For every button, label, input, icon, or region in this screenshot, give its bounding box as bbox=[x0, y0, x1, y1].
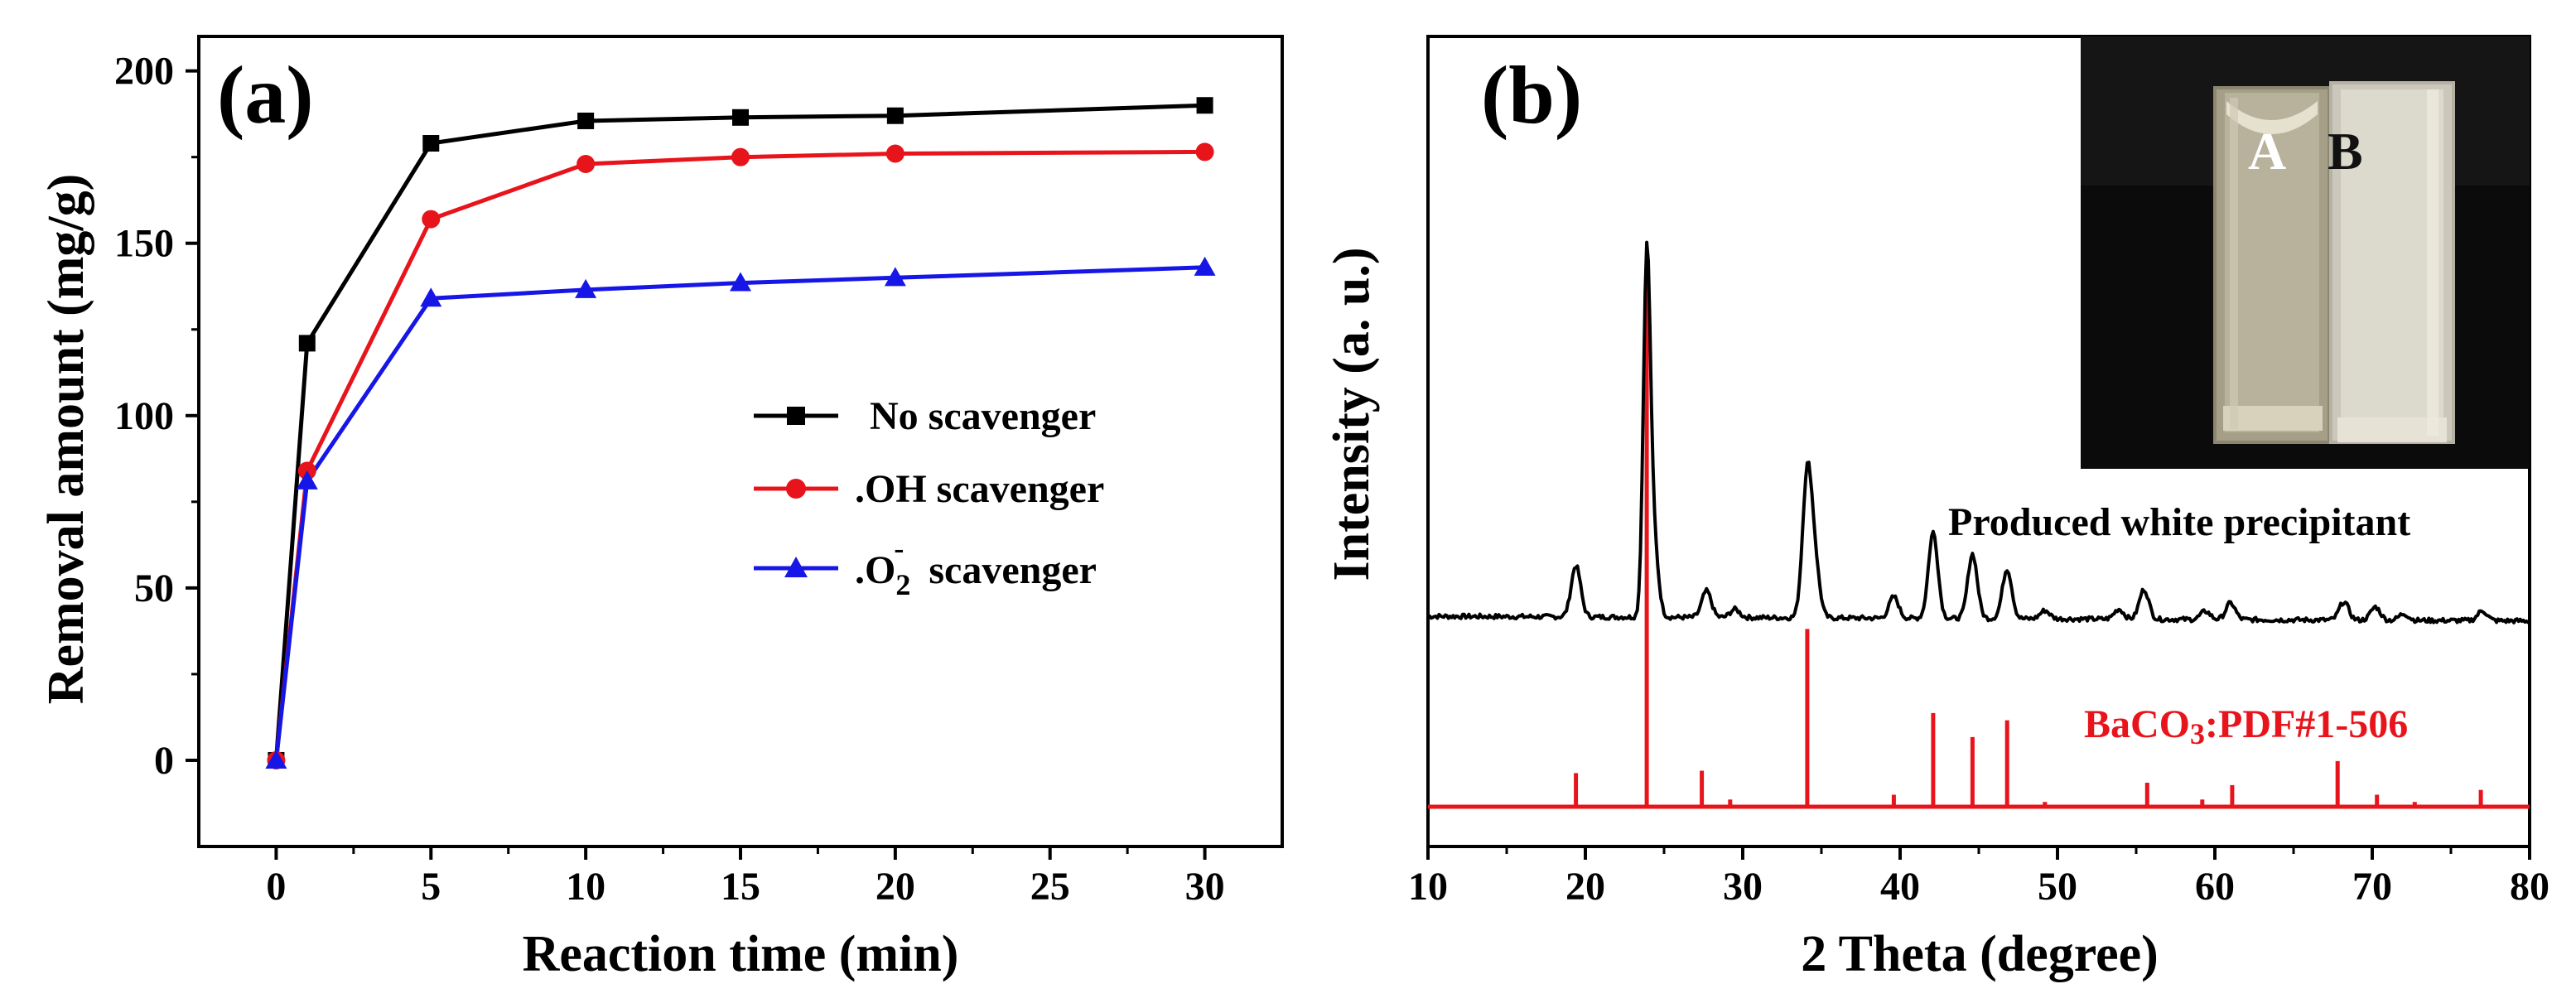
panel-a-ticks: 0 5 10 15 20 25 30 0 50 100 150 200 bbox=[114, 50, 1225, 909]
data-point-oh-scavenger bbox=[885, 144, 904, 163]
inset-label-a: A bbox=[2248, 122, 2286, 181]
a-x-tick-label: 15 bbox=[721, 865, 760, 909]
panel-a-legend: No scavenger .OH scavenger .O2- scavenge… bbox=[754, 394, 1104, 601]
data-point-o2-scavenger bbox=[265, 749, 287, 769]
legend-o2-superscript: - bbox=[894, 532, 904, 565]
data-point-o2-scavenger bbox=[730, 272, 751, 292]
legend-label-o2-scavenger: .O2- scavenger bbox=[855, 532, 1097, 601]
legend-entry-o2-scavenger: .O2- scavenger bbox=[754, 532, 1097, 601]
data-point-o2-scavenger bbox=[296, 470, 318, 490]
panel-b-x-axis-title: 2 Theta (degree) bbox=[1801, 926, 2159, 982]
b-x-tick-label: 80 bbox=[2510, 865, 2549, 909]
legend-label-no-scavenger: No scavenger bbox=[870, 394, 1096, 438]
a-y-tick-label: 0 bbox=[154, 739, 174, 783]
panel-a-chart: 0 5 10 15 20 25 30 0 50 100 150 200 (a) Reaction ti… bbox=[38, 35, 1284, 982]
b-x-tick-label: 10 bbox=[1408, 865, 1448, 909]
a-x-tick-label: 0 bbox=[266, 865, 286, 909]
sample-annotation: Produced white precipitant bbox=[1948, 500, 2410, 544]
panel-b-chart: 10 20 30 40 50 60 70 80 (b) 2 Theta (degree) In… bbox=[1324, 35, 2549, 982]
panel-b-ticks: 10 20 30 40 50 60 70 80 bbox=[1408, 846, 2549, 909]
data-point-no-scavenger bbox=[298, 335, 316, 352]
data-point-oh-scavenger bbox=[422, 210, 441, 229]
b-x-tick-label: 30 bbox=[1723, 865, 1763, 909]
panel-b-label: (b) bbox=[1481, 49, 1582, 141]
reference-annotation-tail: :PDF#1-506 bbox=[2205, 702, 2408, 746]
b-x-tick-label: 20 bbox=[1565, 865, 1605, 909]
reference-annotation-main: BaCO bbox=[2084, 702, 2190, 746]
legend-entry-no-scavenger: No scavenger bbox=[754, 394, 1096, 438]
cuvette-a bbox=[2213, 86, 2331, 444]
a-y-tick-label: 100 bbox=[114, 394, 174, 438]
a-x-tick-label: 10 bbox=[566, 865, 605, 909]
b-x-tick-label: 50 bbox=[2038, 865, 2077, 909]
data-point-no-scavenger bbox=[422, 135, 440, 152]
cuvette-b bbox=[2329, 81, 2455, 444]
panel-a-label: (a) bbox=[217, 49, 314, 141]
data-point-no-scavenger bbox=[1196, 97, 1213, 114]
sample-xrd-line bbox=[1427, 240, 2531, 625]
a-y-tick-label: 50 bbox=[134, 567, 174, 610]
data-point-o2-scavenger bbox=[1194, 256, 1216, 276]
data-point-no-scavenger bbox=[732, 109, 749, 126]
b-x-tick-label: 70 bbox=[2352, 865, 2392, 909]
a-x-tick-label: 20 bbox=[876, 865, 915, 909]
reference-annotation: BaCO3:PDF#1-506 bbox=[2084, 702, 2408, 750]
reference-annotation-subscript: 3 bbox=[2190, 717, 2205, 750]
data-point-no-scavenger bbox=[886, 107, 904, 124]
data-point-o2-scavenger bbox=[575, 278, 597, 298]
panel-a-x-axis-title: Reaction time (min) bbox=[523, 926, 959, 982]
panel-b-sample-pattern bbox=[1427, 240, 2531, 625]
data-point-oh-scavenger bbox=[576, 154, 596, 173]
legend-o2-tail: scavenger bbox=[909, 548, 1097, 592]
inset-photo: A B bbox=[2081, 36, 2530, 469]
data-point-oh-scavenger bbox=[1195, 142, 1214, 162]
b-x-tick-label: 40 bbox=[1880, 865, 1920, 909]
series-line-2 bbox=[273, 265, 1205, 761]
data-point-o2-scavenger bbox=[884, 267, 906, 287]
panel-b-reference-sticks bbox=[1428, 268, 2530, 809]
a-x-tick-label: 30 bbox=[1185, 865, 1225, 909]
data-point-no-scavenger bbox=[577, 112, 595, 129]
legend-entry-oh-scavenger: .OH scavenger bbox=[754, 467, 1104, 511]
data-point-o2-scavenger bbox=[420, 287, 442, 307]
panel-a-series-markers bbox=[265, 97, 1216, 769]
panel-a-y-axis-title: Removal amount (mg/g) bbox=[38, 174, 94, 705]
data-point-oh-scavenger bbox=[731, 147, 750, 166]
legend-o2-main: .O bbox=[855, 548, 895, 592]
series-line-1 bbox=[273, 149, 1205, 761]
legend-label-oh-scavenger: .OH scavenger bbox=[855, 467, 1104, 511]
a-x-tick-label: 25 bbox=[1030, 865, 1070, 909]
a-y-tick-label: 200 bbox=[114, 50, 174, 94]
b-x-tick-label: 60 bbox=[2195, 865, 2235, 909]
legend-o2-subscript: 2 bbox=[895, 568, 910, 601]
panel-b-y-axis-title: Intensity (a. u.) bbox=[1324, 247, 1380, 581]
a-y-tick-label: 150 bbox=[114, 222, 174, 266]
inset-label-b: B bbox=[2328, 122, 2363, 181]
a-x-tick-label: 5 bbox=[421, 865, 441, 909]
